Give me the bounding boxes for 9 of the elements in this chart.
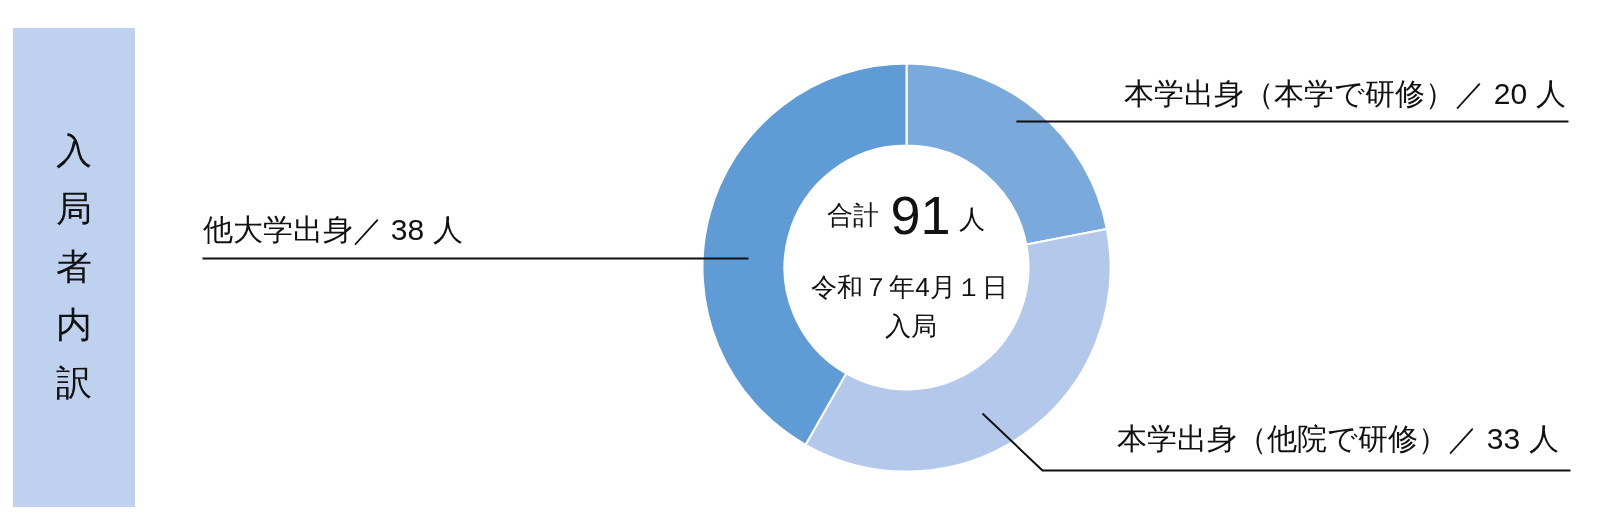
text: 入局者内訳 — [56, 129, 92, 405]
slice-label: 本学出身（他院で研修）／ 33 人 — [1117, 422, 1559, 455]
text: 令和７年4月１日 — [811, 271, 1008, 302]
text: 91 — [890, 185, 951, 245]
text: 人 — [958, 203, 985, 234]
slice-label: 他大学出身／ 38 人 — [202, 213, 463, 246]
slice-label: 本学出身（本学で研修）／ 20 人 — [1124, 77, 1566, 110]
text: 合計 — [826, 199, 879, 230]
text: 入局 — [884, 310, 937, 341]
